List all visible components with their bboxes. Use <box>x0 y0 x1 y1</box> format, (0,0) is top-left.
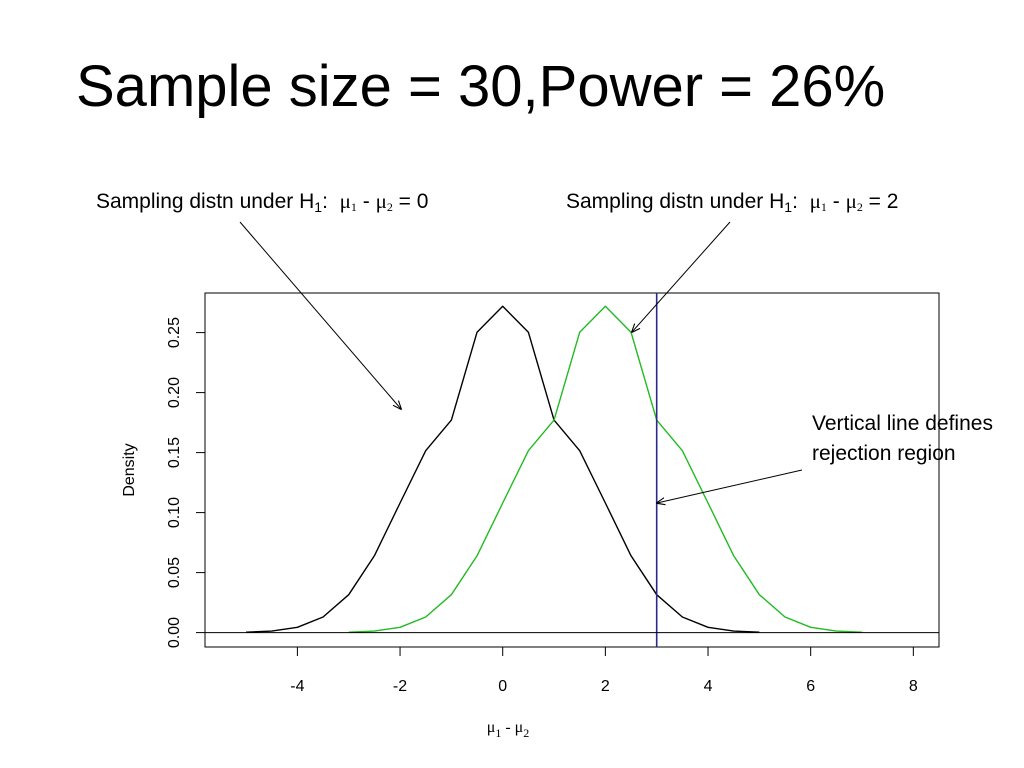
y-tick-label: 0.20 <box>166 377 183 408</box>
annotation-left-minus: - <box>362 190 370 213</box>
x-axis: -4 -2 0 2 4 6 8 <box>290 646 918 695</box>
arrow-to-alternative-distribution <box>632 221 731 332</box>
annotation-left-mu-2: μ <box>375 189 387 213</box>
reference-lines <box>205 293 939 647</box>
x-tick-label: 6 <box>806 678 815 695</box>
annotation-left-h-subscript: 1 <box>314 199 323 215</box>
annotation-h1-mean-zero: Sampling distn under H1: μ1 - μ2 = 0 <box>96 189 428 216</box>
annotation-right-h-subscript: 1 <box>784 199 793 215</box>
annotation-right-minus: - <box>832 190 840 213</box>
x-axis-title-mu: μ <box>487 719 496 736</box>
x-tick-label: 8 <box>909 678 918 695</box>
annotation-left-mu-sub2: 2 <box>386 200 393 214</box>
annotation-right-colon: : <box>792 190 798 213</box>
x-tick-label: 2 <box>601 678 610 695</box>
annotation-right-mu-2: μ <box>845 189 857 213</box>
annotation-left-equals: = 0 <box>398 190 429 213</box>
annotation-right-mu: μ <box>809 189 821 213</box>
y-tick-label: 0.15 <box>166 437 183 468</box>
arrow-to-null-distribution <box>239 221 401 409</box>
x-axis-title: μ1- μ2 <box>487 719 529 740</box>
annotation-right-prefix: Sampling distn under H <box>566 190 785 213</box>
annotation-left-mu: μ <box>339 189 351 213</box>
x-axis-title-minus: - <box>505 719 510 736</box>
y-tick-label: 0.05 <box>166 557 183 588</box>
x-tick-label: -4 <box>290 678 304 695</box>
arrow-to-rejection-line <box>657 469 803 503</box>
y-tick-label: 0.10 <box>166 497 183 528</box>
annotation-right-mu-sub1: 1 <box>820 200 827 214</box>
annotation-vertical-line-note: Vertical line defines rejection region <box>812 412 993 465</box>
x-axis-title-mu-2: μ <box>515 719 524 736</box>
y-axis: 0.00 0.05 0.10 0.15 0.20 0.25 <box>166 317 206 648</box>
x-axis-title-sub2: 2 <box>523 726 529 740</box>
y-tick-label: 0.25 <box>166 317 183 348</box>
density-curve-alternative <box>348 305 863 633</box>
x-tick-label: 4 <box>704 678 713 695</box>
annotation-right-equals: = 2 <box>868 190 899 213</box>
annotation-left-colon: : <box>322 190 328 213</box>
plot-frame <box>204 292 940 648</box>
density-curve-null <box>246 305 760 633</box>
annotation-h1-mean-two: Sampling distn under H1: μ1 - μ2 = 2 <box>566 189 898 216</box>
x-axis-title-sub1: 1 <box>495 726 501 740</box>
x-tick-label: 0 <box>498 678 507 695</box>
annotation-left-prefix: Sampling distn under H <box>96 190 315 213</box>
slide-title: Sample size = 30,Power = 26% <box>76 54 886 119</box>
x-tick-label: -2 <box>393 678 407 695</box>
y-axis-title: Density <box>121 443 138 496</box>
annotation-right-mu-sub2: 2 <box>856 200 863 214</box>
y-tick-label: 0.00 <box>166 617 183 648</box>
annotation-left-mu-sub1: 1 <box>350 200 357 214</box>
series-layer <box>246 305 863 633</box>
